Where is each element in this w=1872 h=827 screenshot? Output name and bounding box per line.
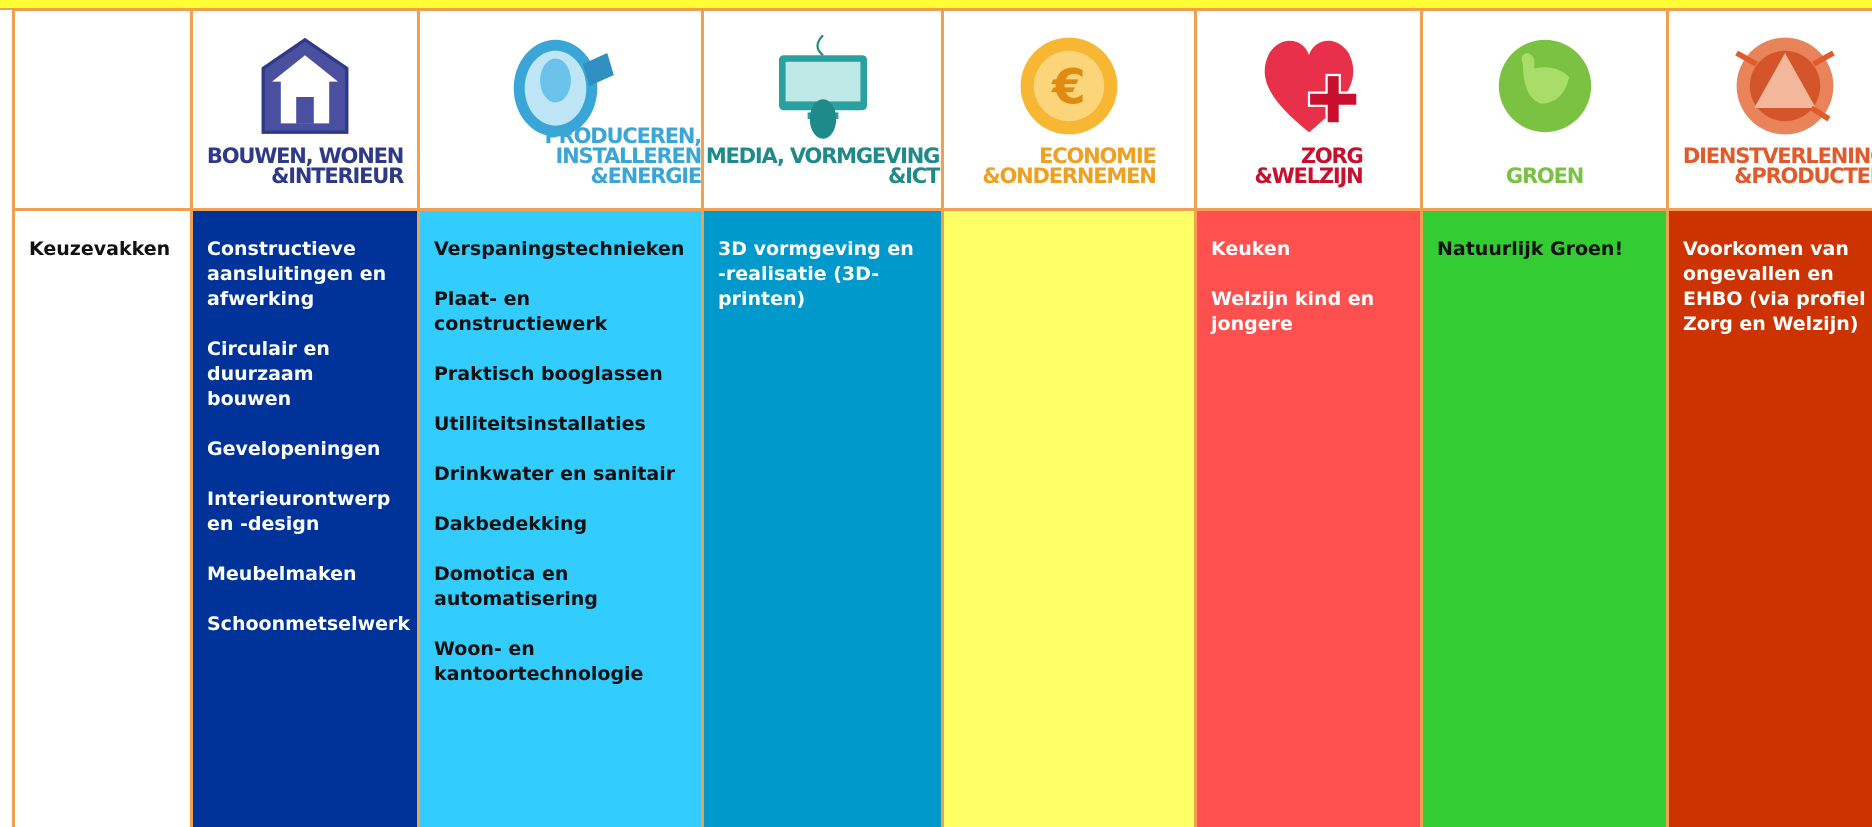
logo-line: PRODUCEREN, INSTALLEREN [544, 124, 702, 168]
logo [1498, 39, 1591, 133]
header-cell: GROEN [1420, 8, 1669, 211]
subject-item: Domotica en automatisering [434, 563, 598, 610]
subject-item: Circulair en duurzaam bouwen [207, 338, 330, 410]
logo-title: ECONOMIE &ONDERNEMEN [944, 144, 1194, 188]
logo-text: GROEN [1505, 164, 1584, 188]
logo-line: &ENERGIE [590, 164, 702, 188]
logo: € [1020, 37, 1118, 135]
subject-item: Keuken [1211, 238, 1291, 260]
header-cell: € ECONOMIE &ONDERNEMEN [941, 8, 1197, 211]
logo-line: &ICT [888, 164, 940, 188]
subject-item: Meubelmaken [207, 563, 357, 585]
logo-text: ZORG &WELZIJN [1254, 144, 1364, 188]
logo-text: BOUWEN, WONEN &INTERIEUR [206, 144, 404, 188]
logo-icon [1490, 31, 1600, 145]
row-label-cell: Keuzevakken [12, 208, 193, 827]
subject-cell: 3D vormgeving en -realisatie (3D-printen… [701, 208, 944, 827]
logo [1734, 37, 1835, 135]
subject-item: 3D vormgeving en -realisatie (3D-printen… [718, 238, 914, 310]
logo-line: MEDIA, VORMGEVING [705, 144, 940, 168]
logo-title: GROEN [1423, 164, 1666, 188]
header-cell: MEDIA, VORMGEVING &ICT [701, 8, 944, 211]
logo-icon [250, 31, 360, 145]
logo-line: ZORG [1300, 144, 1364, 168]
subject-cell: Natuurlijk Groen! [1420, 208, 1669, 827]
logo-icon: € [1014, 31, 1124, 145]
logo-text: MEDIA, VORMGEVING &ICT [705, 144, 940, 188]
subject-item: Gevelopeningen [207, 438, 381, 460]
subject-cell [941, 208, 1197, 827]
logo [513, 39, 614, 137]
header-cell: DIENSTVERLENING &PRODUCTEN [1666, 8, 1872, 211]
logo [261, 37, 349, 134]
subject-item: Utiliteitsinstallaties [434, 413, 646, 435]
logo-title: PRODUCEREN, INSTALLEREN &ENERGIE [420, 124, 702, 188]
logo-line: &PRODUCTEN [1734, 164, 1872, 188]
logo-icon [1730, 31, 1840, 145]
subject-item: Verspaningstechnieken [434, 238, 685, 260]
svg-text:€: € [1051, 60, 1086, 116]
logo-line: BOUWEN, WONEN [206, 144, 404, 168]
logo-title: MEDIA, VORMGEVING &ICT [704, 144, 941, 188]
logo-line: &WELZIJN [1254, 164, 1363, 188]
subject-item: Interieurontwerp en -design [207, 488, 391, 535]
subject-cell: Voorkomen van ongevallen en EHBO (via pr… [1666, 208, 1872, 827]
logo-icon [768, 31, 878, 145]
subject-item: Natuurlijk Groen! [1437, 238, 1624, 260]
subject-item: Woon- en kantoortechnologie [434, 638, 644, 685]
header-cell [12, 8, 193, 211]
subject-cell: Verspaningstechnieken Plaat- en construct… [417, 208, 704, 827]
header-cell: BOUWEN, WONEN &INTERIEUR [190, 8, 420, 211]
logo-line: &INTERIEUR [271, 164, 404, 188]
subject-item: Schoonmetselwerk [207, 613, 411, 635]
subject-item: Plaat- en constructiewerk [434, 288, 608, 335]
subject-item: Drinkwater en sanitair [434, 463, 676, 485]
logo-text: ECONOMIE &ONDERNEMEN [982, 144, 1157, 188]
logo [1264, 40, 1358, 133]
subject-item: Constructieve aansluitingen en afwerking [207, 238, 387, 310]
header-cell: PRODUCEREN, INSTALLEREN &ENERGIE [417, 8, 704, 211]
subject-item: Praktisch booglassen [434, 363, 663, 385]
logo-text: PRODUCEREN, INSTALLEREN &ENERGIE [420, 124, 702, 188]
logo-icon [1254, 31, 1364, 145]
subject-item: Voorkomen van ongevallen en EHBO (via pr… [1683, 238, 1866, 335]
row-label: Keuzevakken [29, 238, 171, 260]
logo-text: DIENSTVERLENING &PRODUCTEN [1682, 144, 1872, 188]
logo-title: ZORG &WELZIJN [1197, 144, 1420, 188]
subject-item: Welzijn kind en jongere [1211, 288, 1375, 335]
logo-line: GROEN [1505, 164, 1584, 188]
subject-item: Dakbedekking [434, 513, 588, 535]
logo-line: &ONDERNEMEN [982, 164, 1156, 188]
subject-cell: Constructieve aansluitingen en afwerking… [190, 208, 420, 827]
logo-icon [506, 31, 616, 145]
logo [778, 34, 867, 139]
logo-title: DIENSTVERLENING &PRODUCTEN [1669, 144, 1872, 188]
subject-cell: Keuken Welzijn kind en jongere [1194, 208, 1423, 827]
header-cell: ZORG &WELZIJN [1194, 8, 1423, 211]
logo-line: ECONOMIE [1039, 144, 1157, 168]
logo-title: BOUWEN, WONEN &INTERIEUR [193, 144, 417, 188]
logo-line: DIENSTVERLENING [1682, 144, 1872, 168]
